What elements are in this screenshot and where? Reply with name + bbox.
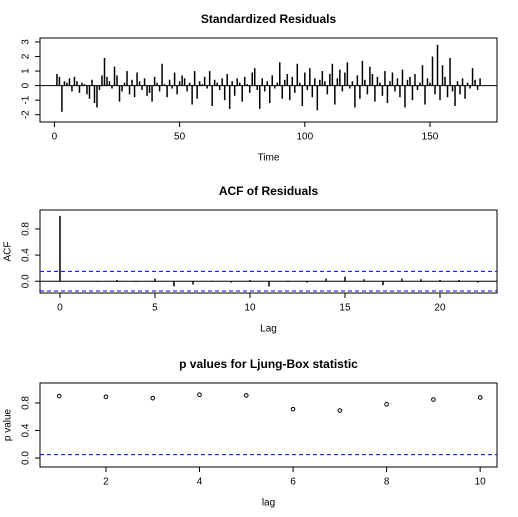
panel-title: p values for Ljung-Box statistic [179,357,358,371]
x-tick-label: 4 [197,477,203,488]
point [384,402,389,407]
panel-title: Standardized Residuals [201,12,337,26]
point [103,394,109,400]
y-axis-label: p value [3,408,14,441]
plot-box [39,209,498,294]
x-tick-label: 50 [174,132,186,143]
y-tick-label: 0.0 [21,451,32,465]
y-tick-label: 0.8 [21,396,32,410]
y-tick-label: 0.8 [21,222,32,236]
x-tick-label: 20 [434,303,446,314]
x-axis-label: Time [258,153,280,164]
y-tick-label: 3 [21,39,32,45]
x-tick-label: 5 [152,303,158,314]
point [56,393,62,399]
x-tick-label: 2 [103,477,109,488]
x-tick-label: 15 [339,303,351,314]
point [197,392,202,398]
y-tick-label: -1 [21,95,32,104]
point [337,408,343,413]
x-tick-label: 10 [475,477,487,488]
x-tick-label: 10 [244,303,256,314]
x-tick-label: 8 [384,477,390,488]
point [477,395,483,400]
panel-title: ACF of Residuals [219,184,319,198]
y-tick-label: 0.4 [21,423,32,437]
y-tick-label: 2 [21,53,32,59]
y-tick-label: -2 [21,110,32,119]
plot-box [39,37,498,123]
y-tick-label: 0.4 [21,248,32,262]
x-tick-label: 0 [57,303,63,314]
point [243,393,249,398]
x-axis-label: Lag [260,324,277,335]
y-tick-label: 1 [21,68,32,74]
y-tick-label: 0 [21,82,32,88]
x-tick-label: 150 [422,132,439,143]
x-tick-label: 100 [296,132,313,143]
y-tick-label: 0.0 [21,274,32,288]
point [290,406,296,412]
x-tick-label: 0 [52,132,58,143]
plot-box [39,382,498,468]
point [150,395,156,401]
point [431,397,436,402]
x-tick-label: 6 [290,477,296,488]
x-axis-label: lag [262,498,275,509]
y-axis-label: ACF [3,242,14,262]
